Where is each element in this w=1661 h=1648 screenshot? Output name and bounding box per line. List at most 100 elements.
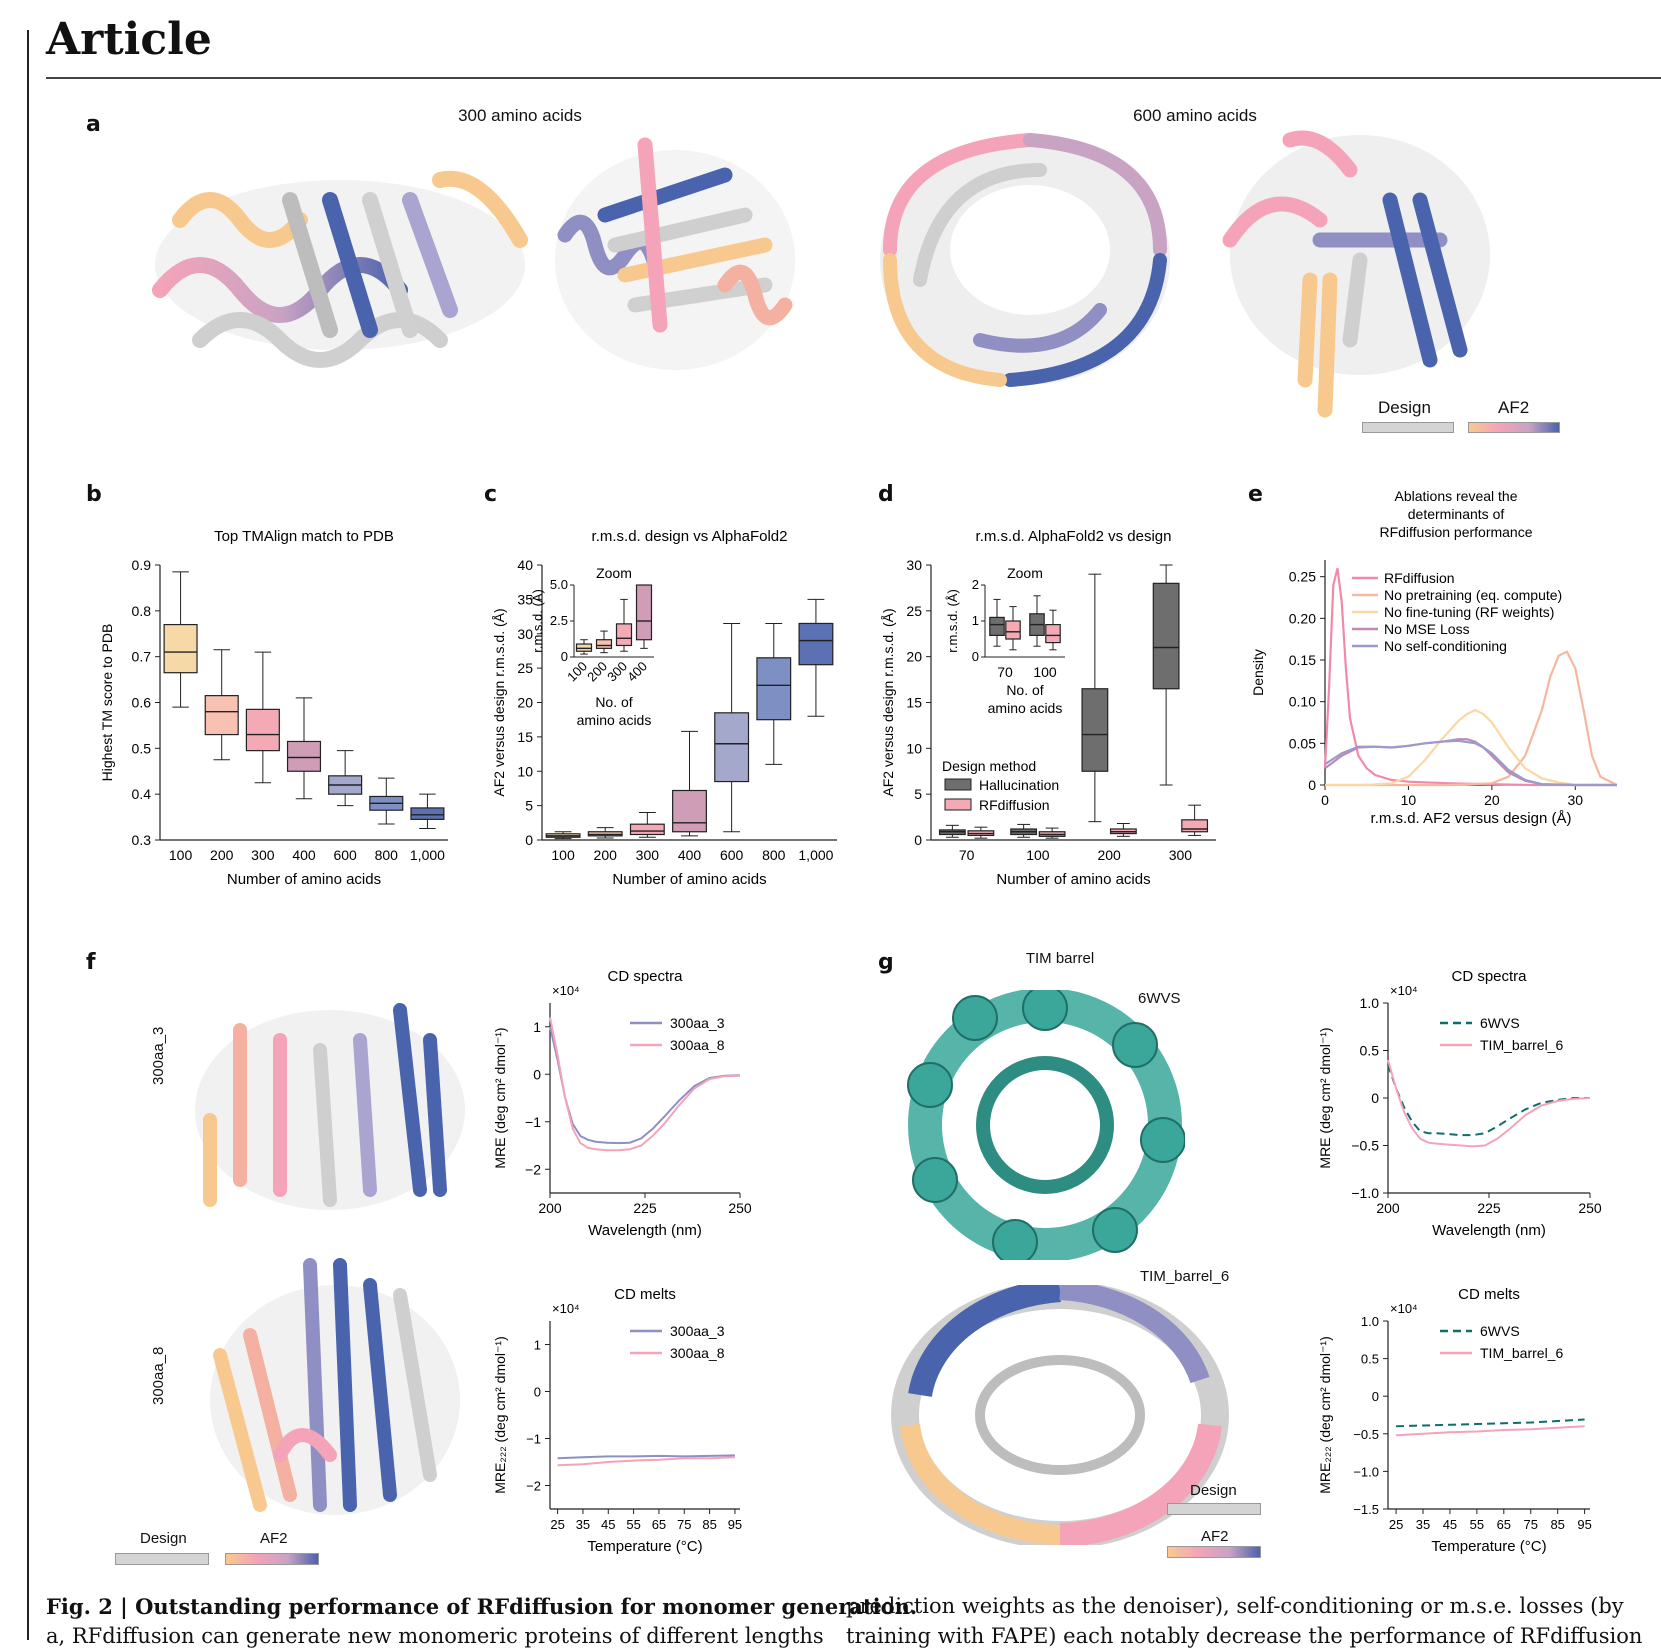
chart-e-y-tick-label: 0.15 — [1289, 652, 1316, 668]
panel-f-label-300aa-8: 300aa_8 — [150, 1346, 167, 1405]
chart-b-box — [410, 807, 445, 820]
chart-g1-y-tick-label: 0 — [1371, 1090, 1379, 1106]
chart-f2-legend-label: 300aa_3 — [670, 1323, 725, 1339]
chart-g2-x-tick-label: 45 — [1443, 1517, 1457, 1532]
chart-d-inset-x-label-line2: amino acids — [988, 700, 1063, 716]
panel-g-legend-af2-label: AF2 — [1201, 1528, 1229, 1545]
chart-b-x-tick-label: 200 — [210, 847, 234, 863]
figure-caption-title: Fig. 2 | Outstanding performance of RFdi… — [46, 1594, 918, 1619]
chart-c-y-tick-label: 5 — [525, 798, 533, 814]
chart-e-series-line — [1325, 708, 1617, 787]
chart-g1-legend-label: TIM_barrel_6 — [1480, 1037, 1563, 1053]
chart-c-box — [714, 712, 750, 783]
chart-d-inset-y-label: r.m.s.d. (Å) — [945, 589, 960, 653]
chart-f1-title: CD spectra — [607, 968, 683, 985]
chart-d-x-tick-label: 70 — [959, 847, 975, 863]
chart-e-series-line — [1323, 568, 1617, 787]
panel-g-legend-design-label: Design — [1190, 1482, 1237, 1499]
chart-g2-x-tick-label: 75 — [1524, 1517, 1538, 1532]
protein-structure-600b — [1222, 130, 1490, 418]
chart-d-title: r.m.s.d. AlphaFold2 vs design — [976, 528, 1172, 545]
chart-c-y-tick-label: 20 — [517, 695, 533, 711]
chart-d-inset-y-tick-label: 2 — [972, 577, 979, 592]
chart-d-y-tick-label: 30 — [906, 557, 922, 573]
chart-e-legend-label: RFdiffusion — [1384, 570, 1455, 586]
panel-f-label-300aa-3: 300aa_3 — [150, 1026, 167, 1085]
chart-c-inset-box — [575, 643, 593, 652]
chart-g2-y-tick-label: 0.5 — [1361, 1352, 1379, 1367]
panel-letter-b: b — [86, 482, 102, 507]
chart-d-box — [1152, 582, 1180, 690]
chart-d-box — [1081, 688, 1109, 772]
chart-f2-y-tick-label: 0 — [534, 1385, 541, 1400]
chart-c-y-tick-label: 40 — [517, 557, 533, 573]
chart-b-y-tick-label: 0.9 — [132, 557, 152, 573]
chart-g2-y-tick-label: −1.5 — [1353, 1502, 1379, 1517]
chart-c-inset-y-tick-label: 5.0 — [550, 577, 568, 592]
chart-d-y-tick-label: 10 — [906, 740, 922, 756]
chart-g1-legend-label: 6WVS — [1480, 1015, 1520, 1031]
chart-g-cd-spectra: 1.0 0.5 0 −0.5 −1.0 CD spectra Wavelength (nm)… — [1317, 968, 1602, 1239]
chart-d-inset-box — [989, 616, 1005, 637]
chart-c-x-tick-label: 1,000 — [798, 847, 833, 863]
chart-c-box — [798, 622, 834, 666]
panel-g-legend-design-swatch — [1167, 1503, 1261, 1515]
panel-letter-c: c — [484, 482, 498, 507]
chart-f2-x-tick-label: 55 — [626, 1517, 640, 1532]
chart-c-y-tick-label: 15 — [517, 729, 533, 745]
chart-f-cd-spectra: 1 0 −1 −2 CD spectra Wavelength (nm) MRE (deg … — [492, 968, 752, 1239]
chart-f2-x-tick-label: 75 — [677, 1517, 691, 1532]
chart-g1-y-tick-label: −1.0 — [1351, 1185, 1379, 1201]
panel-a-title-600: 600 amino acids — [1133, 106, 1257, 125]
chart-d-x-label: Number of amino acids — [996, 871, 1150, 888]
chart-g2-title: CD melts — [1458, 1286, 1520, 1303]
chart-f1-y-tick-label: 1 — [533, 1019, 541, 1035]
chart-e: 0 0.05 0.10 0.15 0.20 0.25 r.m.s.d. AF2 versus… — [1250, 488, 1618, 827]
chart-c: 0 5 10 15 20 25 30 35 40 r.m.s.d. design vs Alpha… — [491, 528, 837, 888]
panel-letter-e: e — [1248, 482, 1263, 507]
chart-e-y-tick-label: 0 — [1308, 777, 1316, 793]
chart-f2-x-tick-label: 65 — [652, 1517, 666, 1532]
chart-d-y-label: AF2 versus design r.m.s.d. (Å) — [880, 608, 896, 796]
panel-letter-d: d — [878, 482, 894, 507]
chart-c-x-label: Number of amino acids — [612, 871, 766, 888]
chart-f2-y-label: MRE₂₂₂ (deg cm² dmol⁻¹) — [492, 1336, 508, 1494]
chart-f2-x-tick-label: 45 — [601, 1517, 615, 1532]
chart-f2-x-tick-label: 85 — [702, 1517, 716, 1532]
protein-structure-300a — [152, 170, 528, 368]
chart-b: 0.3 0.4 0.5 0.6 0.7 0.8 0.9 Top TMAlign match t… — [99, 528, 448, 888]
chart-f2-series-line — [557, 1456, 735, 1467]
chart-c-inset-box — [635, 584, 653, 641]
chart-g2-x-tick-label: 35 — [1416, 1517, 1430, 1532]
panel-g-legend-af2-gradient — [1167, 1546, 1261, 1558]
chart-b-y-tick-label: 0.8 — [132, 603, 152, 619]
chart-f2-x-tick-label: 35 — [576, 1517, 590, 1532]
chart-d-inset-x-label-line1: No. of — [1006, 682, 1043, 698]
chart-g-cd-melts: 1.0 0.5 0 −0.5 −1.0 −1.5 CD melts Temperature (… — [1317, 1286, 1592, 1555]
chart-d-y-tick-label: 15 — [906, 695, 922, 711]
chart-g2-x-tick-label: 65 — [1497, 1517, 1511, 1532]
chart-e-x-label: r.m.s.d. AF2 versus design (Å) — [1371, 810, 1572, 827]
chart-c-x-tick-label: 200 — [594, 847, 618, 863]
protein-structure-300aa-3 — [195, 1003, 465, 1210]
panel-f-legend-design-swatch — [115, 1553, 209, 1565]
chart-c-inset-box — [595, 639, 613, 649]
header-rule — [46, 77, 1661, 79]
chart-e-y-tick-label: 0.10 — [1289, 694, 1316, 710]
chart-g1-y-tick-label: 1.0 — [1360, 995, 1380, 1011]
left-margin-rule — [27, 30, 29, 1640]
chart-b-x-tick-label: 1,000 — [410, 847, 445, 863]
chart-c-x-tick-label: 100 — [551, 847, 575, 863]
chart-b-x-tick-label: 400 — [292, 847, 316, 863]
chart-c-x-tick-label: 600 — [720, 847, 744, 863]
chart-g2-y-tick-label: −0.5 — [1353, 1427, 1379, 1442]
panel-g-tim6-label: TIM_barrel_6 — [1140, 1268, 1230, 1285]
chart-c-inset-x-label-line1: No. of — [595, 694, 632, 710]
chart-b-box — [204, 695, 239, 736]
chart-c-inset-x-label-line2: amino acids — [577, 712, 652, 728]
chart-d-inset-x-tick-label: 70 — [997, 664, 1013, 680]
chart-d-inset-x-tick-label: 100 — [1033, 664, 1057, 680]
chart-d-inset-y-tick-label: 0 — [972, 649, 979, 664]
chart-c-y-tick-label: 25 — [517, 660, 533, 676]
